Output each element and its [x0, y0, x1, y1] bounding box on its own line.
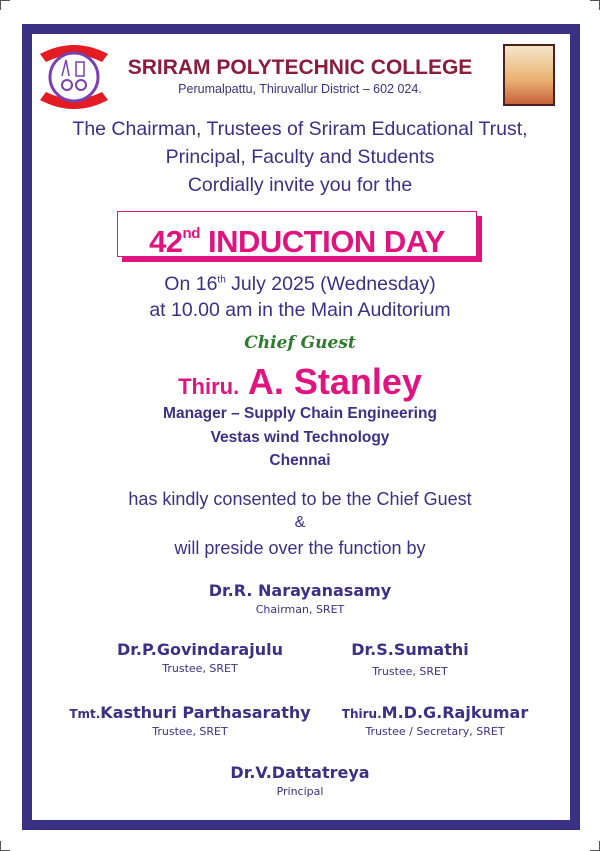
- event-number: 42: [149, 224, 183, 259]
- college-logo: [40, 45, 108, 109]
- dignitary-trustee: Dr.P.Govindarajulu Trustee, SRET: [117, 640, 283, 675]
- dignitary-trustee: Dr.S.Sumathi Trustee, SRET: [351, 640, 469, 678]
- crop-mark: [0, 0, 10, 10]
- chief-guest-name: Thiru. A. Stanley: [178, 361, 422, 402]
- event-ordinal: nd: [182, 225, 201, 242]
- crop-mark: [590, 841, 600, 851]
- chief-guest-designation: Manager – Supply Chain Engineering: [163, 405, 437, 422]
- crop-mark: [590, 0, 600, 10]
- consent-line-2: &: [294, 514, 306, 531]
- invite-line-2: Principal, Faculty and Students: [165, 146, 435, 168]
- chief-guest-company: Vestas wind Technology: [210, 429, 390, 446]
- consent-line-3: will preside over the function by: [174, 538, 426, 558]
- event-name: INDUCTION DAY: [208, 224, 445, 259]
- chief-guest-city: Chennai: [269, 452, 331, 469]
- crop-mark: [0, 841, 10, 851]
- consent-line-1: has kindly consented to be the Chief Gue…: [128, 489, 472, 509]
- deity-image: [503, 44, 555, 106]
- invite-line-3: Cordially invite you for the: [187, 174, 413, 196]
- college-address: Perumalpattu, Thiruvallur District – 602…: [178, 82, 422, 96]
- invitation-border: [22, 24, 580, 830]
- event-date: On 16th July 2025 (Wednesday): [164, 273, 436, 295]
- chief-guest-heading: Chief Guest: [244, 333, 356, 353]
- college-name: SRIRAM POLYTECHNIC COLLEGE: [127, 56, 473, 79]
- dignitary-principal: Dr.V.Dattatreya Principal: [230, 763, 370, 798]
- event-time-venue: at 10.00 am in the Main Auditorium: [149, 299, 451, 321]
- invite-line-1: The Chairman, Trustees of Sriram Educati…: [72, 118, 528, 140]
- dignitary-trustee: Tmt.Kasthuri Parthasarathy Trustee, SRET: [69, 703, 311, 738]
- dignitary-secretary: Thiru.M.D.G.Rajkumar Trustee / Secretary,…: [341, 703, 529, 738]
- dignitary-chairman: Dr.R. Narayanasamy Chairman, SRET: [208, 581, 392, 616]
- event-title-box: 42nd INDUCTION DAY: [117, 211, 482, 262]
